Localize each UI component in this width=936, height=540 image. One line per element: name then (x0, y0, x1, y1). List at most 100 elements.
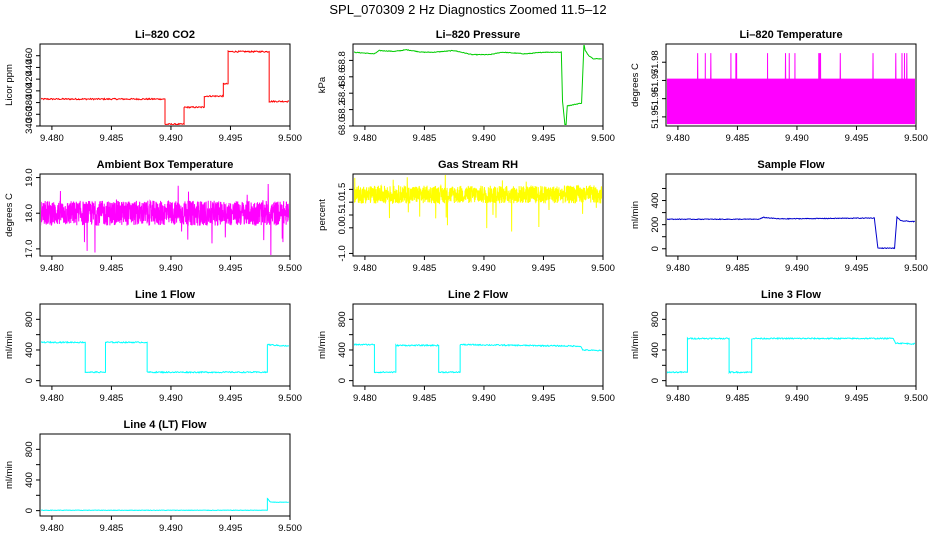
series-group (41, 497, 289, 512)
plot-frame (39, 303, 291, 387)
x-axis: 9.480 9.485 9.490 9.495 9.500 (666, 126, 928, 144)
plot-frame (39, 173, 291, 257)
x-tick-label: 9.500 (591, 133, 615, 144)
x-tick-label: 9.495 (219, 393, 243, 404)
y-axis: -1.0 0.00.51.01.5 (337, 183, 353, 262)
panel-title: Li–820 Temperature (739, 29, 842, 41)
y-tick-label: 0 (337, 378, 348, 383)
data-line-1 (667, 215, 915, 250)
y-tick-label: 340 (24, 118, 35, 134)
y-tick-label: 400 (337, 342, 348, 358)
panel-7: Line 1 Flow ml/min 9.480 9.485 9.490 9.495 9.5… (4, 289, 302, 404)
x-tick-label: 9.495 (219, 523, 243, 534)
y-axis: 0 400 800 (24, 311, 40, 383)
y-tick-label: 440 (24, 59, 35, 75)
y-axis: 0 400 800 (24, 441, 40, 513)
x-tick-label: 9.485 (726, 393, 750, 404)
data-line-1 (41, 183, 289, 255)
y-axis: 68.068.268.468.668.8 (337, 51, 353, 135)
x-tick-label: 9.485 (100, 393, 124, 404)
x-tick-label: 9.485 (100, 263, 124, 274)
x-tick-label: 9.500 (904, 393, 928, 404)
x-tick-label: 9.490 (159, 133, 183, 144)
panel-title: Line 3 Flow (761, 289, 821, 301)
data-line-1 (41, 49, 289, 125)
x-tick-label: 9.485 (413, 133, 437, 144)
x-tick-label: 9.490 (785, 263, 809, 274)
y-axis: 0 400 800 (650, 311, 666, 383)
plot-frame (352, 173, 604, 257)
y-axis: 17.0 18.0 19.0 (24, 168, 40, 258)
y-tick-label: 0.5 (337, 208, 348, 221)
y-axis-label: ml/min (630, 331, 641, 359)
series-group (41, 340, 289, 374)
x-tick-label: 9.500 (591, 263, 615, 274)
x-tick-label: 9.495 (219, 263, 243, 274)
panel-title: Li–820 Pressure (436, 29, 520, 41)
x-axis: 9.480 9.485 9.490 9.495 9.500 (40, 256, 302, 274)
x-tick-label: 9.490 (159, 393, 183, 404)
y-tick-label: 400 (24, 342, 35, 358)
x-axis: 9.480 9.485 9.490 9.495 9.500 (353, 126, 615, 144)
x-tick-label: 9.480 (353, 393, 377, 404)
y-tick-label: 420 (24, 71, 35, 87)
series-group (41, 49, 289, 125)
panel-title: Ambient Box Temperature (97, 159, 234, 171)
x-tick-label: 9.480 (666, 263, 690, 274)
x-tick-label: 9.500 (278, 263, 302, 274)
x-tick-label: 9.495 (845, 133, 869, 144)
x-tick-label: 9.490 (785, 133, 809, 144)
y-tick-label: 800 (650, 311, 661, 327)
y-tick-label: 0 (650, 246, 661, 251)
x-tick-label: 9.490 (785, 393, 809, 404)
x-tick-label: 9.480 (40, 263, 64, 274)
x-tick-label: 9.480 (40, 393, 64, 404)
y-tick-label: 68.8 (337, 51, 348, 70)
panel-title: Line 4 (LT) Flow (124, 419, 207, 431)
y-tick-label: -1.0 (337, 245, 348, 261)
y-tick-label: 68.2 (337, 100, 348, 119)
x-axis: 9.480 9.485 9.490 9.495 9.500 (40, 516, 302, 534)
y-tick-label: 51.96 (650, 87, 661, 111)
panel-title: Line 1 Flow (135, 289, 195, 301)
y-axis-label: ml/min (317, 331, 328, 359)
x-tick-label: 9.495 (532, 133, 556, 144)
y-tick-label: 1.0 (337, 196, 348, 209)
panel-title: Li–820 CO2 (135, 29, 195, 41)
y-tick-label: 460 (24, 48, 35, 64)
x-tick-label: 9.480 (666, 393, 690, 404)
x-tick-label: 9.500 (278, 133, 302, 144)
x-tick-label: 9.495 (845, 263, 869, 274)
y-tick-label: 51.98 (650, 50, 661, 74)
y-tick-label: 400 (650, 193, 661, 209)
x-tick-label: 9.480 (353, 133, 377, 144)
series-group (354, 343, 602, 374)
y-axis-label: Licor ppm (4, 64, 15, 106)
y-tick-label: 17.0 (24, 240, 35, 259)
plot-frame (39, 433, 291, 517)
x-tick-label: 9.485 (100, 133, 124, 144)
y-tick-label: 68.4 (337, 84, 348, 103)
y-axis-label: ml/min (4, 331, 15, 359)
y-tick-label: 0 (24, 378, 35, 383)
data-line-1 (354, 343, 602, 374)
x-tick-label: 9.500 (278, 523, 302, 534)
x-tick-label: 9.485 (413, 393, 437, 404)
x-tick-label: 9.490 (472, 393, 496, 404)
series-group (667, 336, 915, 375)
x-tick-label: 9.500 (591, 393, 615, 404)
x-tick-label: 9.490 (159, 523, 183, 534)
panel-title: Sample Flow (757, 159, 825, 171)
x-tick-label: 9.485 (726, 263, 750, 274)
y-axis-label: percent (317, 199, 328, 231)
y-tick-label: 200 (650, 217, 661, 233)
data-line-1 (354, 45, 602, 125)
panel-title: Line 2 Flow (448, 289, 508, 301)
x-axis: 9.480 9.485 9.490 9.495 9.500 (40, 386, 302, 404)
